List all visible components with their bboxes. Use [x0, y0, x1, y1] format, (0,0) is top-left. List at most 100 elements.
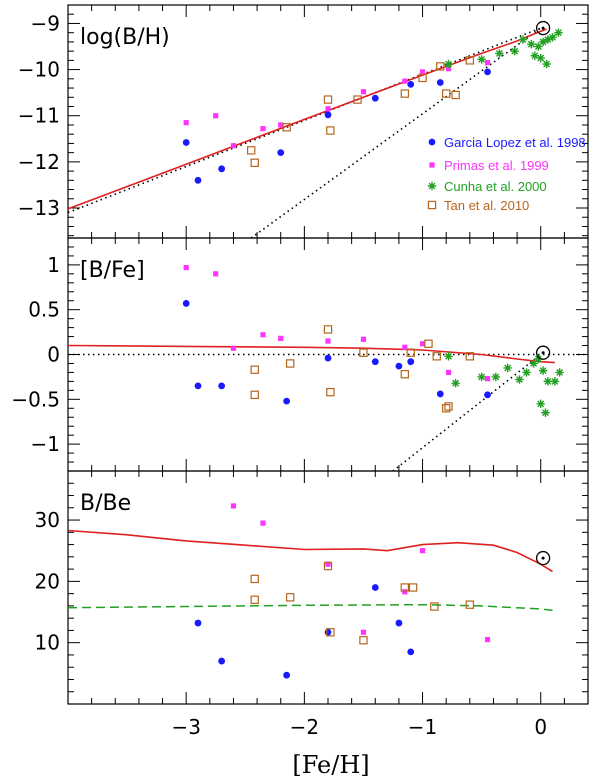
point-primas [230, 345, 237, 351]
panel-label-b-be: B/Be [80, 491, 131, 516]
series-garcia [194, 584, 415, 679]
x-axis-label: [Fe/H] [292, 751, 369, 779]
point-primas [278, 122, 284, 128]
point-cunha [529, 359, 538, 368]
series-tan [250, 561, 475, 645]
point-tan [353, 95, 362, 104]
point-cunha [536, 53, 545, 63]
point-cunha [550, 377, 560, 386]
point-cunha [538, 366, 548, 375]
point-garcia [407, 358, 415, 366]
sun-circle [535, 550, 551, 566]
y-tick-label: −1 [31, 432, 60, 456]
point-primas [402, 344, 408, 350]
point-tan [400, 370, 410, 379]
point-tan [400, 89, 410, 98]
series-tan [250, 325, 475, 413]
point-garcia [194, 619, 202, 627]
point-primas [484, 637, 491, 643]
point-cunha [534, 354, 543, 364]
point-tan [418, 73, 427, 83]
point-tan [441, 89, 451, 98]
y-tick-label: −10 [18, 58, 60, 82]
point-cunha [444, 352, 453, 361]
point-garcia [324, 628, 332, 636]
point-cunha [534, 42, 543, 51]
series-cunha [444, 352, 564, 417]
y-tick-label: 1 [47, 253, 60, 277]
point-tan [451, 90, 460, 100]
point-tan [430, 602, 439, 611]
point-tan [424, 339, 433, 348]
point-primas [419, 548, 426, 554]
y-tick-label: 10 [35, 631, 60, 655]
point-cunha [510, 46, 519, 56]
series-garcia [182, 300, 491, 405]
point-cunha [543, 377, 553, 386]
point-cunha [495, 49, 504, 58]
y-tick-label: −11 [18, 104, 60, 128]
point-garcia [283, 671, 291, 679]
point-cunha [554, 28, 563, 37]
reference-dotted-line [392, 353, 542, 471]
point-cunha [542, 59, 551, 69]
point-tan [246, 146, 256, 155]
point-tan [359, 636, 368, 645]
point-cunha [555, 368, 564, 377]
series-primas [183, 264, 491, 382]
sun-circle [535, 20, 551, 36]
point-primas [260, 332, 266, 338]
sun-symbol [535, 20, 551, 36]
point-tan [465, 352, 475, 361]
point-primas [183, 264, 189, 271]
point-primas [230, 143, 237, 149]
point-primas [325, 106, 331, 112]
point-primas [183, 120, 189, 126]
point-garcia [371, 584, 379, 591]
point-garcia [324, 111, 332, 119]
point-tan [326, 126, 335, 135]
panel-label-b-fe: [B/Fe] [80, 258, 145, 283]
point-tan [323, 95, 333, 104]
point-tan [436, 62, 445, 71]
point-tan [406, 348, 415, 357]
series-tan [246, 56, 475, 167]
point-tan [250, 365, 259, 374]
panel-bfe: −1 −0.5 0 0.5 1 [11, 237, 589, 472]
point-tan [285, 593, 295, 602]
point-tan [323, 561, 333, 571]
sun-dot [541, 556, 545, 560]
point-cunha [536, 399, 545, 408]
y-tick-label: −0.5 [11, 387, 60, 411]
point-cunha [518, 35, 528, 44]
point-primas [213, 271, 219, 277]
point-tan [282, 123, 291, 132]
point-tan [326, 387, 335, 397]
point-garcia [395, 619, 403, 627]
point-primas [360, 89, 367, 95]
sun-dot [541, 26, 545, 30]
series-garcia [182, 68, 491, 184]
point-tan [400, 583, 410, 592]
point-cunha [543, 35, 553, 44]
point-primas [419, 69, 426, 75]
legend-label-cunha: Cunha et al. 2000 [444, 179, 547, 194]
point-tan [323, 325, 333, 334]
series-primas [230, 503, 491, 643]
legend-label-garcia: Garcia Lopez et al. 1998 [444, 135, 586, 150]
point-primas [213, 113, 219, 119]
legend-marker-garcia [428, 138, 436, 146]
point-garcia [182, 300, 190, 307]
panel-content-bh [68, 27, 563, 238]
y-tick-label: 0 [47, 343, 60, 367]
legend-marker-primas [429, 162, 435, 168]
point-cunha [503, 363, 512, 373]
point-cunha [527, 40, 536, 49]
point-cunha [444, 59, 453, 69]
point-primas [445, 369, 452, 376]
point-tan [250, 390, 259, 400]
point-tan [250, 574, 259, 584]
point-garcia [484, 68, 491, 76]
point-primas [484, 376, 491, 382]
